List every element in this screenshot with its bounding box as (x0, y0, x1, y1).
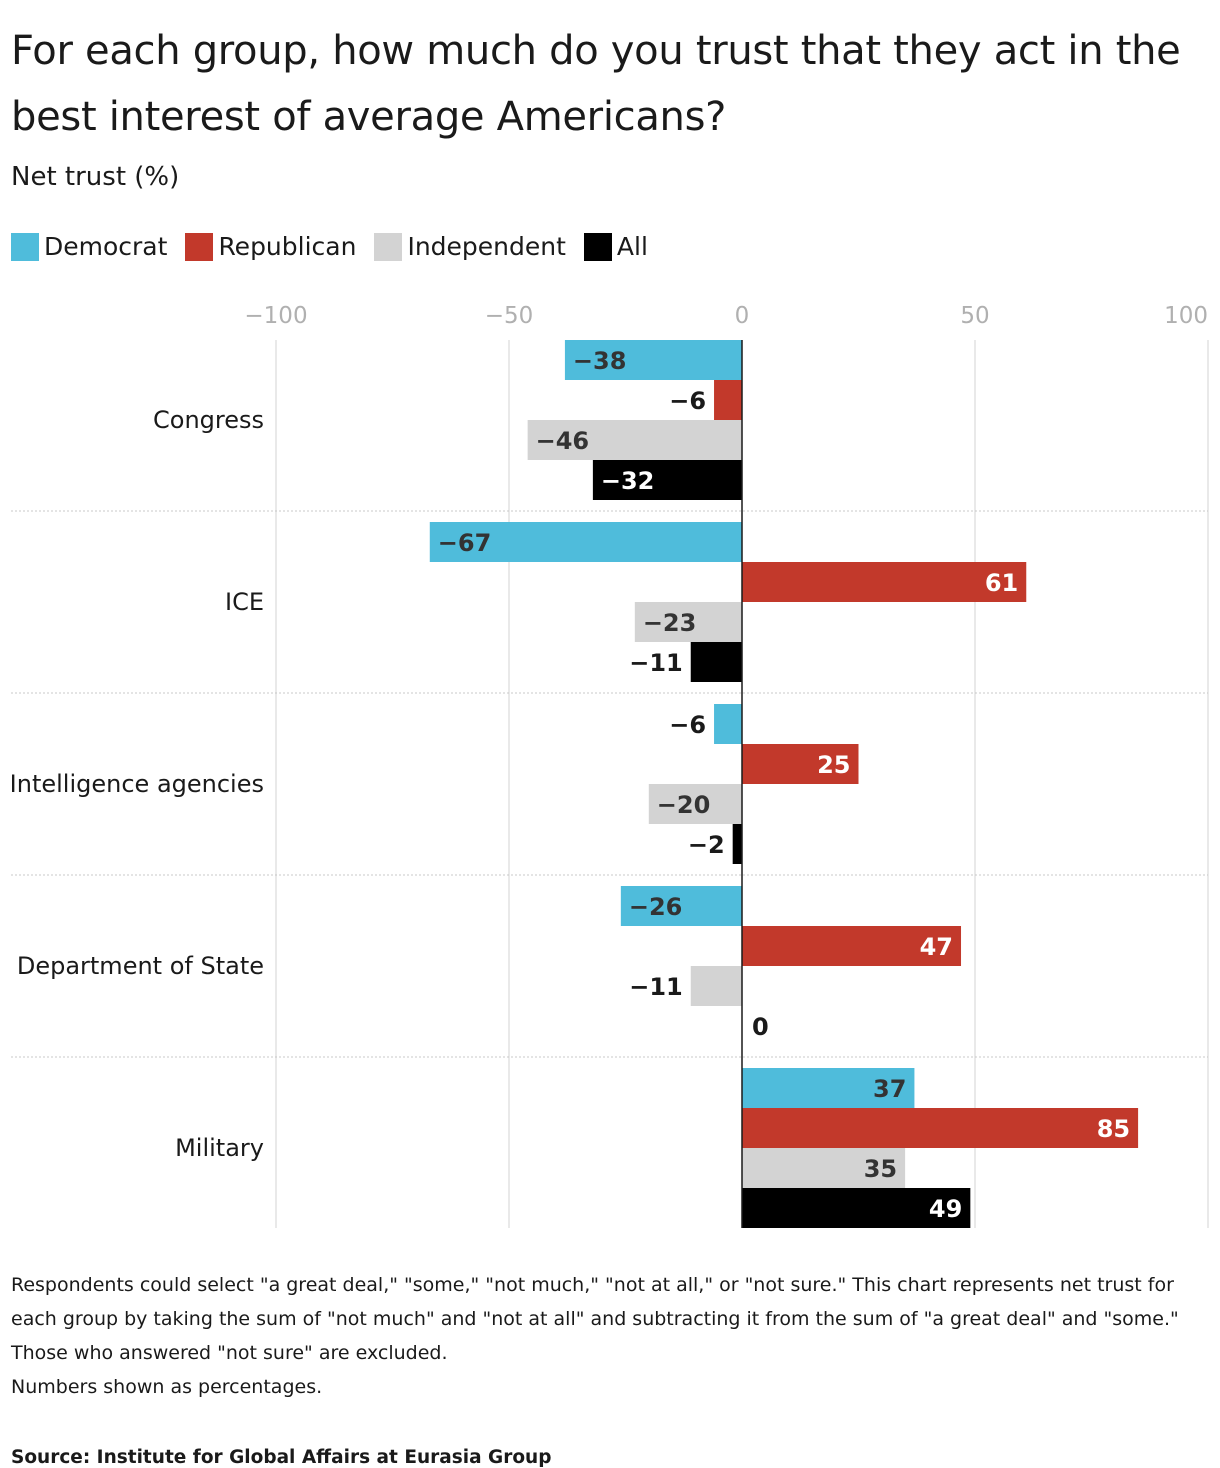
chart-subtitle: Net trust (%) (11, 162, 180, 192)
bar-department-of-state-republican (742, 926, 962, 966)
bar-military-democrat (742, 1068, 915, 1108)
value-label-ice-all: −11 (629, 649, 683, 677)
legend-item-democrat: Democrat (11, 232, 167, 261)
legend-item-all: All (583, 232, 648, 261)
x-tick-label-2: 0 (735, 303, 750, 329)
bar-military-all (742, 1188, 971, 1228)
value-label-department-of-state-democrat: −26 (629, 893, 683, 921)
chart-notes: Respondents could select "a great deal,"… (11, 1268, 1206, 1404)
legend-label-republican: Republican (218, 232, 357, 261)
chart-title: For each group, how much do you trust th… (11, 28, 1181, 140)
bar-congress-all (592, 460, 742, 500)
x-tick-label-0: −100 (244, 303, 307, 329)
legend-swatch-democrat (11, 232, 39, 261)
value-label-congress-independent: −46 (536, 427, 590, 455)
value-label-congress-democrat: −38 (573, 347, 627, 375)
bar-intelligence-agencies-republican (742, 744, 859, 784)
bar-congress-democrat (564, 340, 742, 380)
bar-chart: −100 −50 0 50 100 Congress −38 −6 −46 −32 ICE −67 61… (10, 303, 1209, 1228)
bar-ice-independent (634, 602, 742, 642)
units-note: Numbers shown as percentages. (11, 1376, 323, 1398)
category-label-department-of-state: Department of State (17, 952, 264, 980)
source-credit: Source: Institute for Global Affairs at … (11, 1447, 552, 1468)
value-label-military-republican: 85 (1097, 1115, 1130, 1143)
value-label-department-of-state-republican: 47 (920, 933, 953, 961)
value-label-military-independent: 35 (864, 1155, 897, 1183)
category-label-ice: ICE (225, 588, 264, 616)
value-label-ice-democrat: −67 (438, 529, 492, 557)
legend-label-democrat: Democrat (44, 232, 168, 261)
bar-ice-republican (742, 562, 1027, 602)
bar-intelligence-agencies-democrat (714, 704, 742, 744)
category-label-military: Military (175, 1134, 264, 1162)
category-label-intelligence-agencies: Intelligence agencies (10, 770, 264, 798)
x-tick-label-4: 100 (1164, 303, 1208, 329)
bar-military-republican (742, 1108, 1139, 1148)
legend-label-all: All (616, 232, 648, 261)
x-tick-label-3: 50 (960, 303, 989, 329)
value-label-congress-all: −32 (601, 467, 655, 495)
bar-congress-republican (714, 380, 742, 420)
bar-department-of-state-democrat (620, 886, 742, 926)
bar-intelligence-agencies-all (732, 824, 742, 864)
bar-intelligence-agencies-independent (648, 784, 742, 824)
value-label-congress-republican: −6 (669, 387, 706, 415)
legend-item-republican: Republican (185, 232, 356, 261)
value-label-military-all: 49 (929, 1195, 962, 1223)
legend: Democrat Republican Independent All (11, 232, 666, 261)
category-label-congress: Congress (153, 406, 264, 434)
value-label-ice-republican: 61 (985, 569, 1018, 597)
value-label-department-of-state-independent: −11 (629, 973, 683, 1001)
bar-military-independent (742, 1148, 906, 1188)
value-label-intelligence-agencies-independent: −20 (657, 791, 711, 819)
legend-swatch-all (583, 232, 612, 261)
bar-ice-democrat (429, 522, 742, 562)
value-label-military-democrat: 37 (873, 1075, 906, 1103)
value-label-ice-independent: −23 (643, 609, 697, 637)
legend-label-independent: Independent (407, 232, 566, 261)
bar-congress-independent (527, 420, 742, 460)
method-note: Respondents could select "a great deal,"… (11, 1274, 1179, 1364)
legend-swatch-independent (374, 232, 403, 261)
value-label-department-of-state-all: 0 (752, 1013, 769, 1041)
bar-ice-all (690, 642, 742, 682)
legend-swatch-republican (185, 232, 214, 261)
legend-item-independent: Independent (374, 232, 566, 261)
bar-department-of-state-independent (690, 966, 742, 1006)
value-label-intelligence-agencies-democrat: −6 (669, 711, 706, 739)
value-label-intelligence-agencies-all: −2 (688, 831, 725, 859)
value-label-intelligence-agencies-republican: 25 (817, 751, 850, 779)
x-tick-label-1: −50 (485, 303, 534, 329)
